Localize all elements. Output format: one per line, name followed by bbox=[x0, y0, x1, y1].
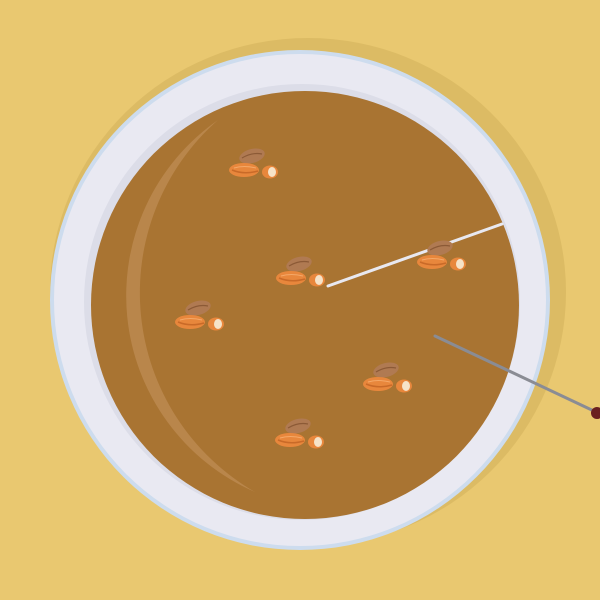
soup-surface bbox=[91, 91, 519, 519]
skewer-tip bbox=[591, 407, 600, 419]
white-stick bbox=[326, 222, 504, 288]
soup-highlight bbox=[126, 120, 256, 492]
dark-skewer bbox=[433, 334, 598, 414]
